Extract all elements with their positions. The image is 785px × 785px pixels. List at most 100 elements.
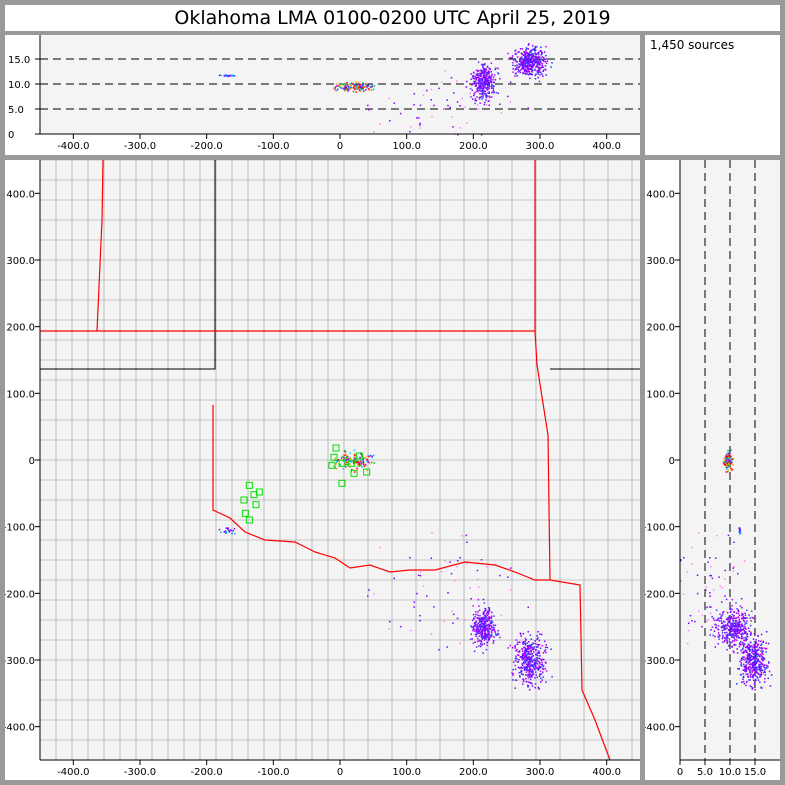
source-point [520,61,522,64]
source-point [542,66,545,68]
source-point [472,613,475,616]
source-point [509,101,512,103]
source-point [528,55,530,57]
source-point [519,59,521,61]
source-point [734,638,736,641]
source-point [521,656,524,658]
source-point [757,658,759,660]
source-point [474,99,477,102]
source-point [475,620,478,623]
source-point [518,671,520,674]
source-point [718,636,720,638]
source-point [517,51,519,54]
source-point [490,621,493,623]
source-point [758,667,761,669]
source-point [725,463,728,466]
source-point [519,48,522,50]
source-point [486,620,488,622]
source-point [535,65,538,67]
source-point [346,81,349,84]
source-point [362,460,364,463]
source-point [488,610,491,612]
source-point [486,624,489,626]
source-point [724,638,727,640]
x-tick-label: 0 [337,141,343,152]
source-point [736,625,738,627]
source-point [469,586,471,589]
source-point [524,63,527,65]
source-point [722,634,724,637]
source-point [754,648,756,651]
y-tick-label: 300.0 [646,256,675,267]
source-point [724,464,727,466]
source-point [541,658,543,661]
source-point [760,665,762,668]
source-point [545,45,547,48]
source-point [542,75,544,77]
source-point [354,457,357,460]
source-point [727,456,730,459]
source-point [533,58,536,60]
source-point [334,86,337,88]
source-point [353,83,356,86]
source-point [527,685,530,687]
source-point [362,88,364,90]
source-point [482,96,484,99]
source-point [768,662,770,664]
source-point [732,630,734,632]
source-point [744,626,746,628]
source-point [705,620,708,623]
source-point [483,612,485,615]
source-point [484,614,487,617]
source-point [730,630,733,633]
source-point [354,84,357,86]
source-point [488,104,490,107]
source-point [763,670,766,673]
source-point [490,624,492,627]
source-point [536,52,539,55]
source-point [490,634,492,636]
source-point [490,87,493,90]
source-point [490,77,492,79]
source-point [464,619,467,621]
source-point [749,685,752,687]
source-point [490,76,492,78]
source-point [538,62,541,64]
source-point [483,620,486,623]
source-point [477,74,479,76]
source-point [474,85,477,87]
source-point [481,88,484,90]
source-point [480,619,482,622]
source-point [489,622,491,625]
source-point [697,532,700,534]
source-point [483,80,486,82]
source-point [492,78,494,81]
source-point [754,642,757,644]
source-point [527,647,529,650]
source-point [760,647,762,649]
source-point [364,89,367,91]
source-point [712,589,715,591]
source-point [486,641,488,644]
source-point [726,456,728,459]
source-point [480,559,483,561]
source-point [527,48,529,50]
source-point [346,87,348,90]
source-point [730,636,733,638]
source-point [523,667,526,669]
source-point [483,84,486,86]
source-point [537,637,539,639]
source-point [769,685,772,687]
state-border [40,160,216,370]
source-point [373,85,376,87]
source-point [522,657,525,659]
source-point [758,665,761,668]
source-point [537,56,539,59]
source-point [419,124,421,126]
source-point [714,557,717,559]
source-point [739,532,741,535]
source-point [484,607,486,610]
source-point [759,681,761,683]
source-point [487,100,489,103]
source-point [736,652,739,654]
